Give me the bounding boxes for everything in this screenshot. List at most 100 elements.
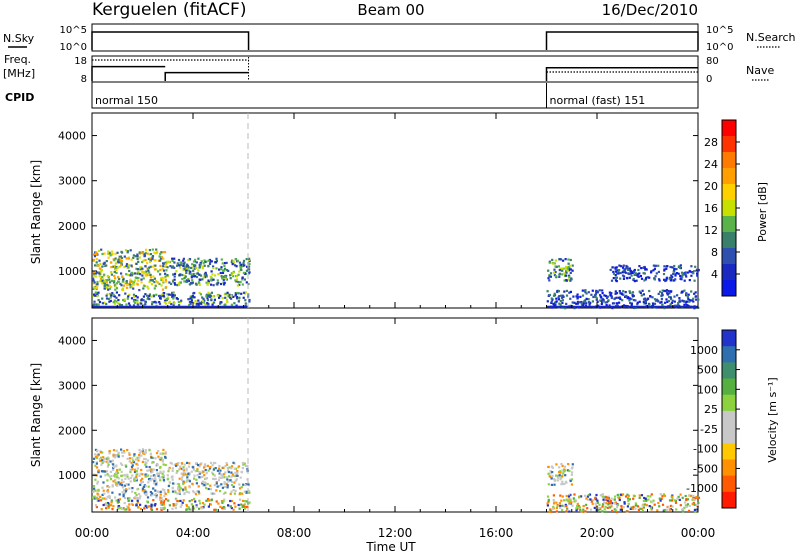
velocity-cell-228 (93, 457, 96, 460)
velocity-cell-901 (570, 483, 573, 486)
power-cell-342 (132, 283, 135, 286)
power-cell-1329 (669, 303, 672, 306)
power-cell-513 (213, 298, 216, 301)
power-cell-1135 (565, 294, 569, 297)
velocity-cell-609 (190, 470, 193, 473)
velocity-cell-387 (149, 479, 152, 482)
power-cell-403 (134, 295, 138, 298)
power-cell-604 (207, 291, 210, 294)
power-cell-1295 (648, 303, 651, 306)
velocity-cell-821 (209, 503, 212, 506)
power-cell-120 (161, 268, 164, 271)
power-cell-445 (235, 296, 239, 299)
power-cell-504 (227, 295, 230, 298)
velocity-cell-1073 (615, 506, 619, 509)
power-cell-1484 (637, 275, 640, 278)
nave-tick-top: 80 (706, 56, 719, 67)
power-cell-1304 (559, 303, 562, 306)
velocity-cell-381 (106, 489, 109, 492)
velocity-cell-726 (95, 506, 98, 509)
power-cell-268 (124, 281, 127, 284)
velocity-cell-862 (201, 507, 204, 510)
power-cell-1505 (635, 279, 638, 282)
velocity-cell-295 (146, 459, 150, 462)
velocity-cell-3 (139, 483, 142, 486)
velocity-cell-168 (151, 456, 155, 459)
power-cell-392 (205, 293, 208, 296)
power-cell-286 (125, 280, 128, 283)
power-cell-13 (140, 273, 143, 276)
power-cell-1495 (631, 271, 634, 274)
power-cell-633 (159, 297, 162, 300)
velocity-cell-1239 (648, 505, 651, 508)
velocity-cell-1120 (552, 499, 555, 502)
power-cell-1160 (640, 294, 643, 297)
velocity-cell-367 (141, 448, 145, 451)
velocity-cell-985 (608, 500, 611, 503)
power-cell-887 (178, 274, 181, 277)
velocity-cell-153 (109, 470, 112, 473)
velocity-cell-881 (222, 500, 225, 503)
velocity-cell-713 (148, 505, 151, 508)
power-cell-721 (219, 271, 222, 275)
power-cell-903 (194, 282, 198, 285)
velocity-cell-607 (197, 490, 200, 493)
velocity-cell-314 (115, 454, 118, 457)
velocity-cell-249 (162, 452, 165, 455)
power-cell-707 (191, 281, 194, 284)
power-cell-755 (238, 264, 242, 267)
velocity-cell-683 (188, 480, 191, 483)
velocity-cell-708 (122, 507, 125, 510)
velocity-cell-6 (143, 489, 146, 492)
velocity-cell-377 (111, 484, 114, 487)
velocity-cell-344 (145, 493, 148, 496)
power-cell-415 (136, 299, 139, 302)
velocity-cell-527 (244, 483, 247, 487)
power-cell-1141 (687, 293, 690, 296)
power-cell-1119 (676, 294, 679, 297)
velocity-cell-63 (144, 449, 147, 452)
velocity-cell-1011 (573, 493, 576, 496)
velocity-cbar-swatch-9 (722, 475, 736, 493)
power-cell-516 (221, 297, 224, 300)
velocity-cell-232 (112, 455, 115, 458)
power-cell-563 (148, 298, 151, 301)
cpid-label-1: normal (fast) 151 (550, 94, 646, 107)
velocity-cell-62 (126, 448, 129, 452)
power-cell-1446 (695, 268, 698, 271)
power-cell-225 (138, 273, 142, 276)
velocity-cell-941 (570, 467, 573, 470)
power-cell-1028 (581, 289, 584, 292)
velocity-cell-921 (556, 479, 559, 482)
velocity-cell-273 (135, 473, 138, 477)
velocity-cell-763 (105, 504, 108, 507)
power-cbar-swatch-10 (722, 280, 736, 297)
velocity-cell-78 (92, 461, 95, 464)
velocity-cell-116 (163, 491, 166, 494)
power-cell-1166 (621, 299, 624, 302)
power-cell-80 (155, 268, 158, 271)
velocity-cell-58 (139, 472, 142, 475)
velocity-cbar-swatch-7 (722, 443, 736, 460)
power-cell-479 (171, 295, 174, 298)
power-cell-364 (117, 261, 120, 264)
x-axis-title: Time UT (365, 540, 416, 554)
velocity-cell-628 (232, 461, 235, 464)
velocity-cell-1180 (590, 500, 593, 503)
power-cell-206 (101, 276, 104, 279)
power-cell-350 (142, 287, 145, 290)
velocity-cell-831 (241, 499, 245, 502)
velocity-cell-1127 (571, 504, 574, 507)
power-cell-779 (210, 260, 213, 263)
velocity-cell-258 (102, 456, 105, 459)
velocity-cell-858 (203, 503, 206, 506)
power-cbar-swatch-9 (722, 264, 736, 281)
power-cell-823 (241, 276, 244, 280)
power-cell-331 (120, 261, 123, 264)
power-cell-247 (114, 285, 117, 288)
power-cell-1394 (618, 269, 621, 272)
power-cell-412 (151, 301, 154, 304)
power-cell-864 (221, 277, 224, 280)
power-cell-1502 (673, 268, 676, 271)
power-cell-973 (554, 265, 557, 268)
